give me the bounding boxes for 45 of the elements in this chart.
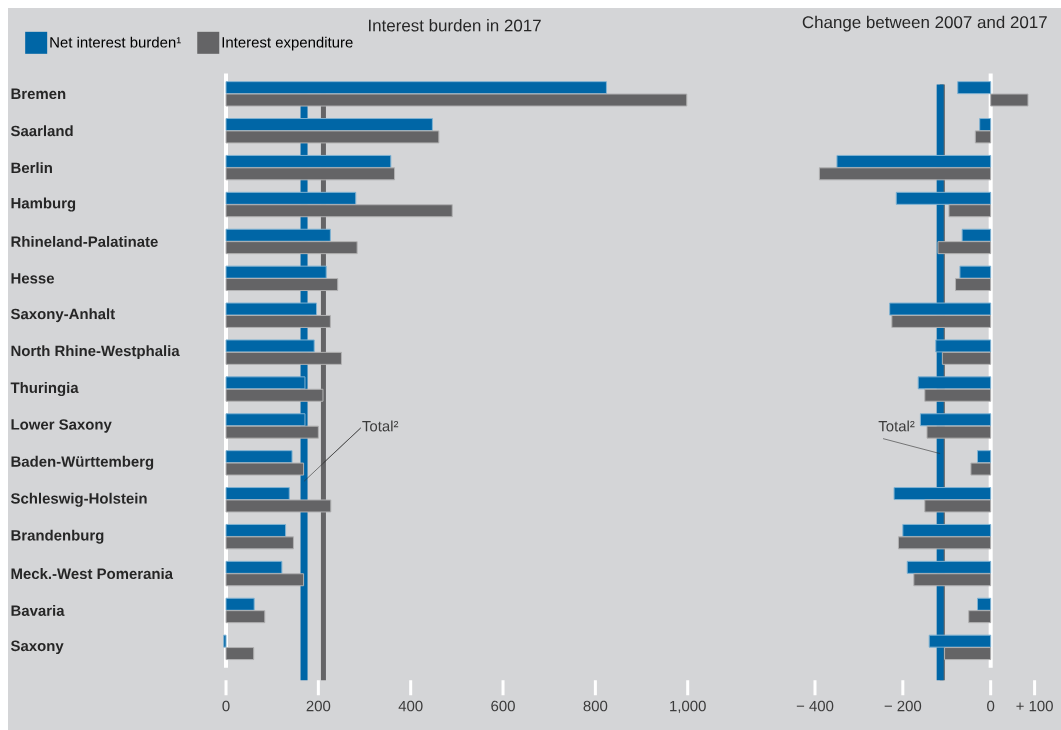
bar [225,647,255,661]
y-tick-label: Lower Saxony [11,419,112,433]
chart-title: Change between 2007 and 2017 [802,15,1047,32]
x-tick-label: − 200 [884,700,922,712]
annotation: Total² [362,420,399,432]
y-tick-label: Saarland [10,125,73,137]
bar [225,560,283,574]
legend-label: Net interest burden¹ [50,36,181,48]
x-tick-label: + 100 [1016,700,1053,712]
bar [225,573,305,587]
y-tick-label: Saxony [10,640,64,655]
y-tick-label: Rhineland-Palatinate [11,235,158,247]
bar [225,536,294,550]
x-tick-label: − 400 [796,700,834,712]
y-tick-label: Thuringia [10,382,79,397]
bar [225,487,290,501]
x-tick-label: 0 [987,700,995,712]
bar [225,450,293,464]
x-tick-label: 0 [222,700,230,712]
annotation: Total² [878,420,915,432]
y-tick-label: Schleswig-Holstein [10,492,147,507]
legend-label: Interest expenditure [222,36,353,51]
y-tick-label: Berlin [11,162,52,174]
x-tick-label: 800 [583,700,608,712]
bar [225,81,607,95]
bar [225,597,255,611]
y-tick-label: Bremen [11,88,66,100]
x-tick-label: 400 [398,700,423,712]
y-tick-label: Bavaria [11,604,65,616]
y-tick-label: Hamburg [11,197,76,212]
y-tick-label: Meck.-West Pomerania [11,568,174,580]
chart-title: Interest burden in 2017 [369,19,541,32]
bar [225,523,287,537]
y-tick-label: Hesse [11,273,55,284]
y-tick-label: Baden-Württemberg [11,455,154,470]
x-tick-label: 600 [491,700,515,712]
bar [223,634,227,648]
x-tick-label: 1,000 [670,700,706,714]
y-tick-label: Saxony-Anhalt [10,308,115,323]
y-tick-label: Brandenburg [11,529,104,544]
bar [225,610,266,624]
bar [225,462,305,476]
x-tick-label: 200 [306,700,331,712]
y-tick-label: North Rhine-Westphalia [11,345,180,360]
bar [225,425,319,439]
